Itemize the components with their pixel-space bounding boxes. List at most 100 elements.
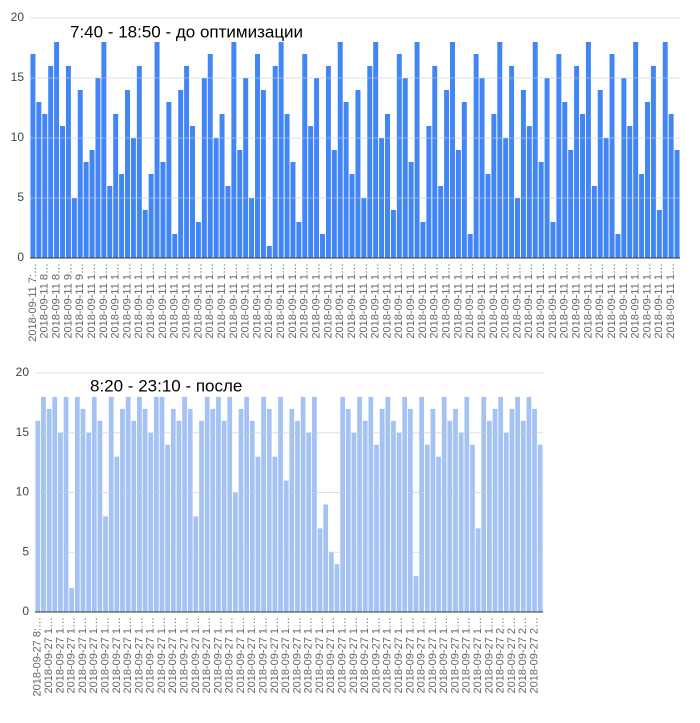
bar xyxy=(131,420,137,612)
x-tick-label: 2018-09-11 1… xyxy=(440,263,452,339)
bar xyxy=(125,396,131,612)
bar xyxy=(349,174,355,258)
bar xyxy=(227,396,233,612)
bar xyxy=(385,114,390,258)
bar xyxy=(520,420,526,612)
bar xyxy=(83,162,89,258)
y-tick-label: 15 xyxy=(16,425,30,439)
bar xyxy=(137,396,142,612)
bar xyxy=(550,222,556,258)
bar xyxy=(345,408,351,612)
x-tick-label: 2018-09-11 1… xyxy=(346,263,358,339)
bar xyxy=(355,90,361,258)
x-tick-label: 2018-09-27 1… xyxy=(99,617,111,693)
x-tick-label: 2018-09-11 1… xyxy=(582,263,594,339)
bar xyxy=(266,246,272,258)
bar xyxy=(249,198,255,258)
x-tick-label: 2018-09-11 1… xyxy=(251,263,263,339)
bar xyxy=(207,54,213,258)
x-tick-label: 2018-09-27 1… xyxy=(178,617,190,693)
x-tick-label: 2018-09-27 1… xyxy=(145,617,157,693)
bar xyxy=(136,66,142,258)
bar xyxy=(63,396,69,612)
bar xyxy=(35,420,41,612)
x-tick-label: 2018-09-27 1… xyxy=(54,617,66,693)
bar xyxy=(103,516,108,612)
x-tick-label: 2018-09-11 1… xyxy=(263,263,275,339)
bar xyxy=(266,408,272,612)
x-tick-label: 2018-09-27 1… xyxy=(280,617,292,693)
bar xyxy=(283,480,289,612)
bar xyxy=(36,102,42,258)
bar xyxy=(645,102,650,258)
bar xyxy=(296,222,302,258)
y-tick-label: 0 xyxy=(22,604,29,618)
x-tick-label: 2018-09-11 1… xyxy=(287,263,299,339)
bar xyxy=(86,432,91,612)
x-tick-label: 2018-09-27 1… xyxy=(404,617,416,693)
bar xyxy=(621,78,627,258)
bar xyxy=(574,66,580,258)
x-tick-label: 2018-09-27 1… xyxy=(393,617,405,693)
bar xyxy=(160,162,166,258)
bar xyxy=(368,396,374,612)
x-tick-label: 2018-09-27 1… xyxy=(235,617,247,693)
bar xyxy=(562,102,568,258)
bar xyxy=(568,150,574,258)
y-tick-label: 5 xyxy=(22,544,29,558)
bar xyxy=(436,456,441,612)
x-tick-label: 2018-09-11 1… xyxy=(630,263,642,339)
x-tick-label: 2018-09-27 1… xyxy=(43,617,55,693)
bar xyxy=(509,408,515,612)
bar xyxy=(312,396,317,612)
bar xyxy=(413,576,419,612)
bar xyxy=(633,42,639,258)
x-tick-label: 2018-09-11 1… xyxy=(180,263,192,339)
bar xyxy=(424,444,430,612)
x-tick-label: 2018-09-27 1… xyxy=(111,617,123,693)
x-tick-label: 2018-09-11 1… xyxy=(145,263,157,339)
x-tick-label: 2018-09-11 1… xyxy=(228,263,240,339)
x-tick-label: 2018-09-27 1… xyxy=(212,617,224,693)
bar xyxy=(325,66,331,258)
bar xyxy=(544,78,550,258)
x-tick-label: 2018-09-11 1… xyxy=(476,263,488,339)
bar xyxy=(650,66,656,258)
x-tick-label: 2018-09-11 1… xyxy=(452,263,464,339)
bar xyxy=(65,66,71,258)
x-tick-label: 2018-09-27 1… xyxy=(303,617,315,693)
bar xyxy=(444,90,450,258)
x-tick-label: 2018-09-11 1… xyxy=(535,263,547,339)
x-tick-label: 2018-09-27 1… xyxy=(122,617,134,693)
bar xyxy=(148,174,154,258)
bar xyxy=(255,456,261,612)
x-tick-label: 2018-09-11 1… xyxy=(405,263,417,339)
bar xyxy=(323,504,329,612)
bar xyxy=(396,54,402,258)
bar xyxy=(182,396,187,612)
x-tick-label: 2018-09-27 1… xyxy=(167,617,179,693)
y-tick-label: 5 xyxy=(17,190,24,204)
bar xyxy=(450,42,455,258)
x-tick-label: 2018-09-27 1… xyxy=(416,617,428,693)
bar xyxy=(260,90,266,258)
bar xyxy=(402,78,408,258)
bar xyxy=(193,516,199,612)
bar xyxy=(142,210,148,258)
bar xyxy=(148,432,154,612)
bar xyxy=(178,90,184,258)
bar xyxy=(272,456,278,612)
bar xyxy=(165,444,171,612)
bar xyxy=(60,126,65,258)
x-tick-label: 2018-09-27 1… xyxy=(190,617,202,693)
bar xyxy=(419,396,425,612)
bar xyxy=(113,114,119,258)
bar xyxy=(295,420,300,612)
x-tick-label: 2018-09-11 1… xyxy=(299,263,311,339)
x-tick-label: 2018-09-11 1… xyxy=(606,263,618,339)
bar xyxy=(538,162,544,258)
bar xyxy=(306,432,312,612)
bar xyxy=(367,66,373,258)
bar xyxy=(438,186,444,258)
bar xyxy=(308,126,314,258)
